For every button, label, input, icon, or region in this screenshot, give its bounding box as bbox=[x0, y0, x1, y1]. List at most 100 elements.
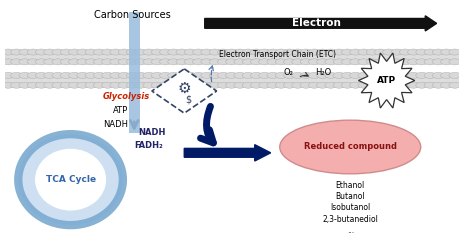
Circle shape bbox=[258, 59, 270, 65]
Circle shape bbox=[448, 72, 460, 78]
Circle shape bbox=[399, 59, 410, 65]
Circle shape bbox=[275, 72, 287, 78]
Circle shape bbox=[93, 59, 105, 65]
Circle shape bbox=[101, 59, 113, 65]
Text: Ethanol: Ethanol bbox=[335, 181, 364, 190]
Circle shape bbox=[175, 49, 188, 55]
Circle shape bbox=[184, 82, 196, 88]
Circle shape bbox=[324, 59, 336, 65]
Circle shape bbox=[27, 82, 39, 88]
Circle shape bbox=[217, 72, 229, 78]
Circle shape bbox=[258, 82, 270, 88]
Circle shape bbox=[341, 59, 352, 65]
Circle shape bbox=[118, 49, 130, 55]
Text: H₂O: H₂O bbox=[314, 68, 331, 77]
Circle shape bbox=[168, 82, 179, 88]
Circle shape bbox=[415, 59, 427, 65]
Circle shape bbox=[118, 59, 130, 65]
Circle shape bbox=[225, 59, 237, 65]
Circle shape bbox=[143, 49, 155, 55]
Circle shape bbox=[11, 72, 22, 78]
Circle shape bbox=[151, 82, 163, 88]
Circle shape bbox=[52, 72, 64, 78]
Circle shape bbox=[357, 49, 369, 55]
Text: NADH: NADH bbox=[138, 129, 166, 138]
Circle shape bbox=[76, 49, 88, 55]
Text: Carbon Sources: Carbon Sources bbox=[94, 10, 170, 20]
Circle shape bbox=[217, 59, 229, 65]
Circle shape bbox=[110, 49, 121, 55]
Circle shape bbox=[291, 82, 303, 88]
Circle shape bbox=[300, 72, 311, 78]
Text: ATP: ATP bbox=[113, 106, 128, 115]
Circle shape bbox=[159, 82, 171, 88]
Circle shape bbox=[35, 59, 47, 65]
Circle shape bbox=[415, 49, 427, 55]
Text: ATP: ATP bbox=[376, 76, 395, 85]
Circle shape bbox=[341, 82, 352, 88]
Circle shape bbox=[184, 59, 196, 65]
Circle shape bbox=[440, 49, 451, 55]
Circle shape bbox=[19, 82, 31, 88]
Circle shape bbox=[415, 82, 427, 88]
Circle shape bbox=[44, 72, 56, 78]
Text: Isobutanol: Isobutanol bbox=[329, 203, 369, 212]
Circle shape bbox=[85, 49, 97, 55]
Circle shape bbox=[448, 82, 460, 88]
Circle shape bbox=[291, 72, 303, 78]
Circle shape bbox=[209, 82, 220, 88]
Circle shape bbox=[324, 49, 336, 55]
Bar bbox=[5, 74, 458, 86]
Circle shape bbox=[168, 72, 179, 78]
Circle shape bbox=[225, 49, 237, 55]
Circle shape bbox=[11, 82, 22, 88]
Circle shape bbox=[440, 72, 451, 78]
Circle shape bbox=[233, 59, 245, 65]
Text: $: $ bbox=[185, 94, 192, 104]
Circle shape bbox=[258, 49, 270, 55]
Text: ...: ... bbox=[346, 226, 353, 235]
Polygon shape bbox=[357, 53, 414, 108]
Circle shape bbox=[307, 59, 319, 65]
Circle shape bbox=[192, 49, 204, 55]
Circle shape bbox=[11, 49, 22, 55]
Circle shape bbox=[60, 72, 72, 78]
Circle shape bbox=[307, 49, 319, 55]
Circle shape bbox=[324, 72, 336, 78]
Circle shape bbox=[332, 49, 344, 55]
Circle shape bbox=[69, 59, 80, 65]
Circle shape bbox=[316, 72, 328, 78]
Text: 2,3-butanediol: 2,3-butanediol bbox=[322, 215, 377, 223]
Text: O₂: O₂ bbox=[283, 68, 293, 77]
Circle shape bbox=[93, 72, 105, 78]
Circle shape bbox=[69, 72, 80, 78]
Circle shape bbox=[382, 49, 394, 55]
Circle shape bbox=[242, 59, 253, 65]
Circle shape bbox=[175, 72, 188, 78]
Circle shape bbox=[52, 59, 64, 65]
Circle shape bbox=[275, 59, 287, 65]
Circle shape bbox=[242, 72, 253, 78]
Circle shape bbox=[110, 72, 121, 78]
Circle shape bbox=[390, 72, 402, 78]
Circle shape bbox=[151, 59, 163, 65]
Circle shape bbox=[76, 59, 88, 65]
Circle shape bbox=[85, 72, 97, 78]
Circle shape bbox=[44, 59, 56, 65]
Circle shape bbox=[134, 49, 146, 55]
Circle shape bbox=[250, 72, 262, 78]
Circle shape bbox=[35, 72, 47, 78]
Circle shape bbox=[374, 59, 386, 65]
Circle shape bbox=[110, 82, 121, 88]
Circle shape bbox=[423, 82, 435, 88]
Circle shape bbox=[250, 59, 262, 65]
Circle shape bbox=[126, 59, 138, 65]
Ellipse shape bbox=[18, 134, 123, 225]
Circle shape bbox=[349, 49, 361, 55]
Circle shape bbox=[332, 82, 344, 88]
Circle shape bbox=[168, 49, 179, 55]
Circle shape bbox=[365, 49, 377, 55]
Circle shape bbox=[374, 82, 386, 88]
Ellipse shape bbox=[35, 149, 106, 211]
Circle shape bbox=[432, 49, 443, 55]
